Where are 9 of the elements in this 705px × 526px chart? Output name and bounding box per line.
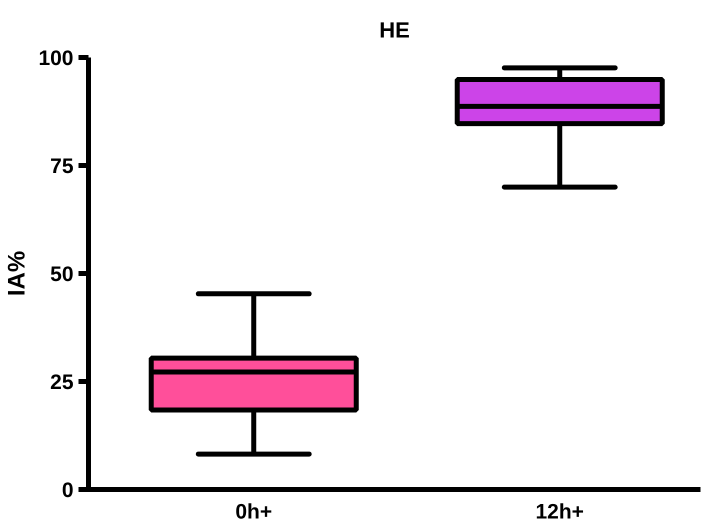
y-tick-label: 25 <box>50 371 74 394</box>
y-tick-label: 100 <box>38 47 74 70</box>
x-tick-label: 12h+ <box>536 500 584 524</box>
y-axis-title: IA% <box>3 250 30 296</box>
y-tick-label: 50 <box>50 263 74 286</box>
chart-title: HE <box>379 18 410 42</box>
y-tick-label: 75 <box>50 155 74 178</box>
y-tick-label: 0 <box>62 479 74 502</box>
x-tick-label: 0h+ <box>235 500 272 524</box>
